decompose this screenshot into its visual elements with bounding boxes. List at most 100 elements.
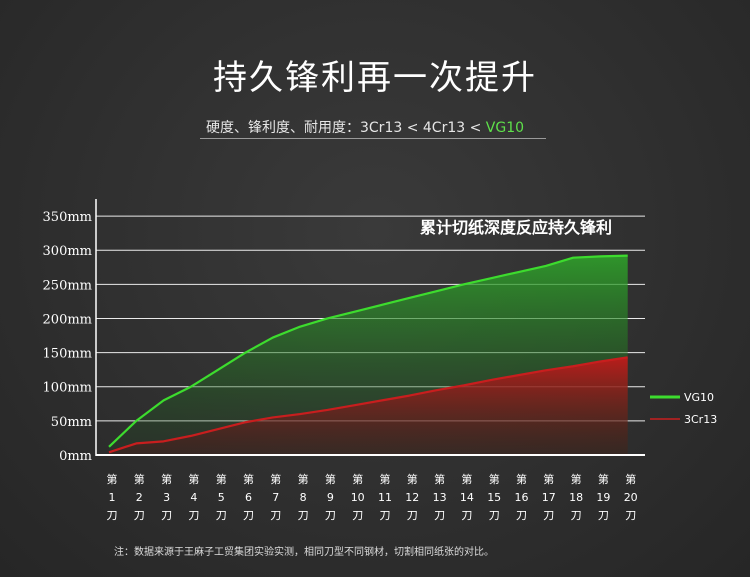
x-tick-label-part: 9	[327, 491, 334, 504]
x-tick-label-part: 第	[298, 472, 309, 486]
x-tick-label-part: 4	[190, 491, 197, 504]
vg10-line	[108, 254, 628, 448]
x-tick-label: 第 16 刀	[515, 472, 529, 522]
x-tick-label-part: 刀	[516, 509, 527, 522]
y-tick-label: 50mm	[51, 415, 92, 430]
x-tick-label-part: 第	[134, 472, 145, 486]
subtitle: 硬度、锋利度、耐用度：3Cr13 < 4Cr13 < VG10	[206, 117, 524, 137]
x-tick-label-part: 2	[136, 491, 143, 504]
x-tick-label-part: 1	[109, 491, 116, 504]
subtitle-prefix: 硬度、锋利度、耐用度：3Cr13 < 4Cr13 <	[206, 120, 486, 136]
x-tick-label-part: 第	[461, 472, 472, 486]
x-tick-label-part: 18	[569, 491, 583, 504]
x-tick-label: 第 9 刀	[325, 472, 336, 522]
x-tick-label: 第 13 刀	[433, 472, 447, 522]
x-tick-labels: 第1刀第2刀第3刀第4刀第5刀第6刀第7刀第8刀第9刀第10刀第11刀第12刀第…	[107, 472, 638, 522]
subtitle-highlight: VG10	[485, 120, 525, 136]
x-tick-label-part: 刀	[407, 509, 418, 522]
x-tick-label-part: 第	[270, 472, 281, 486]
x-tick-label-part: 刀	[243, 509, 254, 522]
x-tick-label-part: 第	[571, 472, 582, 486]
chart-title: 累计切纸深度反应持久锋利	[420, 218, 613, 237]
x-tick-label-part: 12	[405, 491, 419, 504]
x-tick-label-part: 刀	[107, 509, 118, 522]
y-tick-label: 300mm	[43, 244, 92, 259]
x-tick-label-part: 8	[300, 491, 307, 504]
x-tick-label-part: 11	[378, 491, 392, 504]
x-tick-label: 第 15 刀	[487, 472, 501, 522]
cr13-area	[109, 357, 628, 455]
x-tick-label: 第 12 刀	[405, 472, 419, 522]
x-tick-label-part: 第	[216, 472, 227, 486]
x-tick-label-part: 第	[243, 472, 254, 486]
x-tick-label-part: 第	[516, 472, 527, 486]
x-tick-label-part: 刀	[380, 509, 391, 522]
x-tick-label-part: 第	[625, 472, 636, 486]
x-tick-label-part: 20	[624, 491, 638, 504]
x-tick-label: 第 8 刀	[298, 472, 309, 522]
legend: VG10 3Cr13	[650, 391, 717, 426]
x-tick-label: 第 11 刀	[378, 472, 392, 522]
x-tick-label: 第 14 刀	[460, 472, 474, 522]
x-tick-label-part: 刀	[571, 509, 582, 522]
series-areas	[108, 254, 628, 455]
x-tick-label: 第 2 刀	[134, 472, 145, 522]
x-tick-label-part: 6	[245, 491, 252, 504]
x-tick-label: 第 3 刀	[161, 472, 172, 522]
y-tick-label: 250mm	[43, 278, 92, 293]
x-tick-label-part: 19	[596, 491, 610, 504]
x-tick-label-part: 第	[325, 472, 336, 486]
x-tick-label-part: 第	[188, 472, 199, 486]
x-tick-label-part: 第	[407, 472, 418, 486]
x-tick-label-part: 13	[433, 491, 447, 504]
y-tick-labels: 0mm 50mm 100mm 150mm 200mm 250mm 300mm 350mm	[43, 210, 92, 464]
x-tick-label-part: 10	[351, 491, 365, 504]
x-tick-label-part: 14	[460, 491, 474, 504]
footnote: 注：数据来源于王麻子工贸集团实验实测，相同刀型不同钢材，切割相同纸张的对比。	[114, 547, 494, 558]
x-tick-label-part: 刀	[543, 509, 554, 522]
x-tick-label-part: 刀	[161, 509, 172, 522]
x-tick-label-part: 刀	[325, 509, 336, 522]
x-tick-label: 第 7 刀	[270, 472, 281, 522]
x-tick-label-part: 第	[352, 472, 363, 486]
y-tick-label: 0mm	[59, 449, 92, 464]
x-tick-label-part: 第	[489, 472, 500, 486]
x-tick-label-part: 刀	[216, 509, 227, 522]
x-tick-label-part: 第	[161, 472, 172, 486]
subtitle-underline	[200, 138, 546, 139]
legend-label-vg10: VG10	[684, 391, 714, 404]
x-tick-label-part: 刀	[352, 509, 363, 522]
x-tick-label-part: 刀	[270, 509, 281, 522]
x-tick-label-part: 第	[434, 472, 445, 486]
y-tick-label: 150mm	[43, 347, 92, 362]
x-tick-label-part: 刀	[598, 509, 609, 522]
x-tick-label-part: 7	[272, 491, 279, 504]
x-tick-label: 第 6 刀	[243, 472, 254, 522]
x-tick-label: 第 19 刀	[596, 472, 610, 522]
x-tick-label: 第 20 刀	[624, 472, 638, 522]
x-tick-label: 第 1 刀	[107, 472, 118, 522]
y-tick-label: 200mm	[43, 312, 92, 327]
x-tick-label: 第 17 刀	[542, 472, 556, 522]
x-tick-label-part: 刀	[461, 509, 472, 522]
x-tick-label: 第 10 刀	[351, 472, 365, 522]
x-tick-label: 第 5 刀	[216, 472, 227, 522]
x-tick-label-part: 第	[107, 472, 118, 486]
x-tick-label-part: 刀	[134, 509, 145, 522]
x-tick-label-part: 第	[543, 472, 554, 486]
legend-label-cr13: 3Cr13	[684, 413, 717, 426]
y-tick-label: 100mm	[43, 381, 92, 396]
x-tick-label-part: 刀	[188, 509, 199, 522]
x-tick-label-part: 刀	[298, 509, 309, 522]
x-tick-label-part: 3	[163, 491, 170, 504]
x-tick-label: 第 18 刀	[569, 472, 583, 522]
x-tick-label-part: 5	[218, 491, 225, 504]
x-tick-label-part: 第	[380, 472, 391, 486]
x-tick-label: 第 4 刀	[188, 472, 199, 522]
page-title: 持久锋利再一次提升	[213, 58, 537, 98]
x-tick-label-part: 16	[515, 491, 529, 504]
x-tick-label-part: 刀	[625, 509, 636, 522]
x-tick-label-part: 刀	[489, 509, 500, 522]
x-tick-label-part: 刀	[434, 509, 445, 522]
